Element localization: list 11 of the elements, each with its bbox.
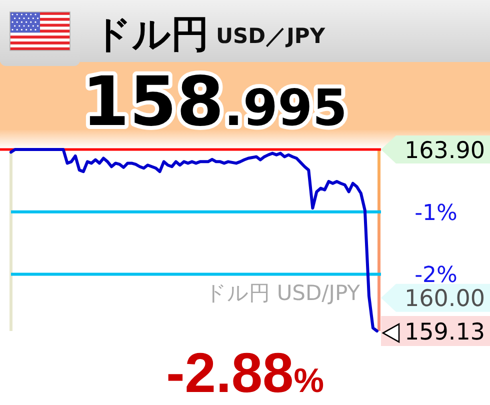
text: 158.995: [82, 63, 348, 142]
line-series: [10, 148, 378, 332]
y-tick-label: 160.00: [404, 286, 485, 312]
annotation: ドル円 USD/JPY: [205, 281, 360, 305]
text: -2.88%: [166, 341, 324, 404]
chart-title: ドル円: [93, 14, 209, 56]
y2-tick-label: -2%: [414, 263, 458, 288]
y-tick-label: 159.13: [404, 319, 485, 346]
y2-tick-label: -1%: [414, 200, 458, 226]
chart-subtitle: USD／JPY: [216, 24, 326, 48]
y-tick-label: 163.90: [404, 138, 485, 164]
